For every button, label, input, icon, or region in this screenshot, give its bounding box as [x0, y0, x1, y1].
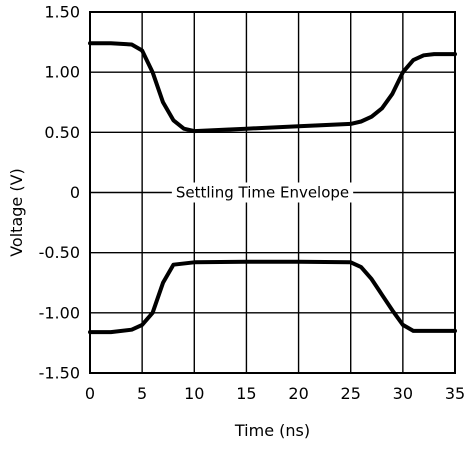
y-axis-title: Voltage (V): [7, 168, 26, 257]
x-tick-label: 0: [85, 384, 95, 403]
y-tick-label: -1.00: [39, 303, 80, 322]
settling-time-envelope-label: Settling Time Envelope: [176, 184, 349, 202]
x-tick-label: 5: [137, 384, 147, 403]
annotation-layer: Settling Time Envelope: [171, 182, 354, 203]
series-layer: [88, 41, 457, 335]
y-tick-label: -1.50: [39, 364, 80, 383]
plot-frame: [89, 11, 456, 374]
x-axis-title: Time (ns): [234, 421, 310, 440]
x-tick-label: 25: [341, 384, 361, 403]
y-tick-label: 0: [70, 183, 80, 202]
upper-response-curve: [88, 41, 457, 134]
x-tick-label: 10: [184, 384, 204, 403]
x-tick-labels: 0 5 10 15 20 25 30 35: [85, 384, 465, 403]
lower-response-curve: [88, 259, 457, 335]
y-tick-label: 1.50: [44, 3, 80, 22]
y-tick-labels: 1.50 1.00 0.50 0 -0.50 -1.00 -1.50: [39, 3, 80, 383]
y-tick-label: 1.00: [44, 63, 80, 82]
annotation-background: [171, 182, 354, 203]
x-tick-label: 15: [236, 384, 256, 403]
y-tick-label: 0.50: [44, 123, 80, 142]
x-tick-label: 20: [288, 384, 308, 403]
x-tick-label: 30: [393, 384, 413, 403]
x-tick-label: 35: [445, 384, 465, 403]
y-tick-label: -0.50: [39, 243, 80, 262]
